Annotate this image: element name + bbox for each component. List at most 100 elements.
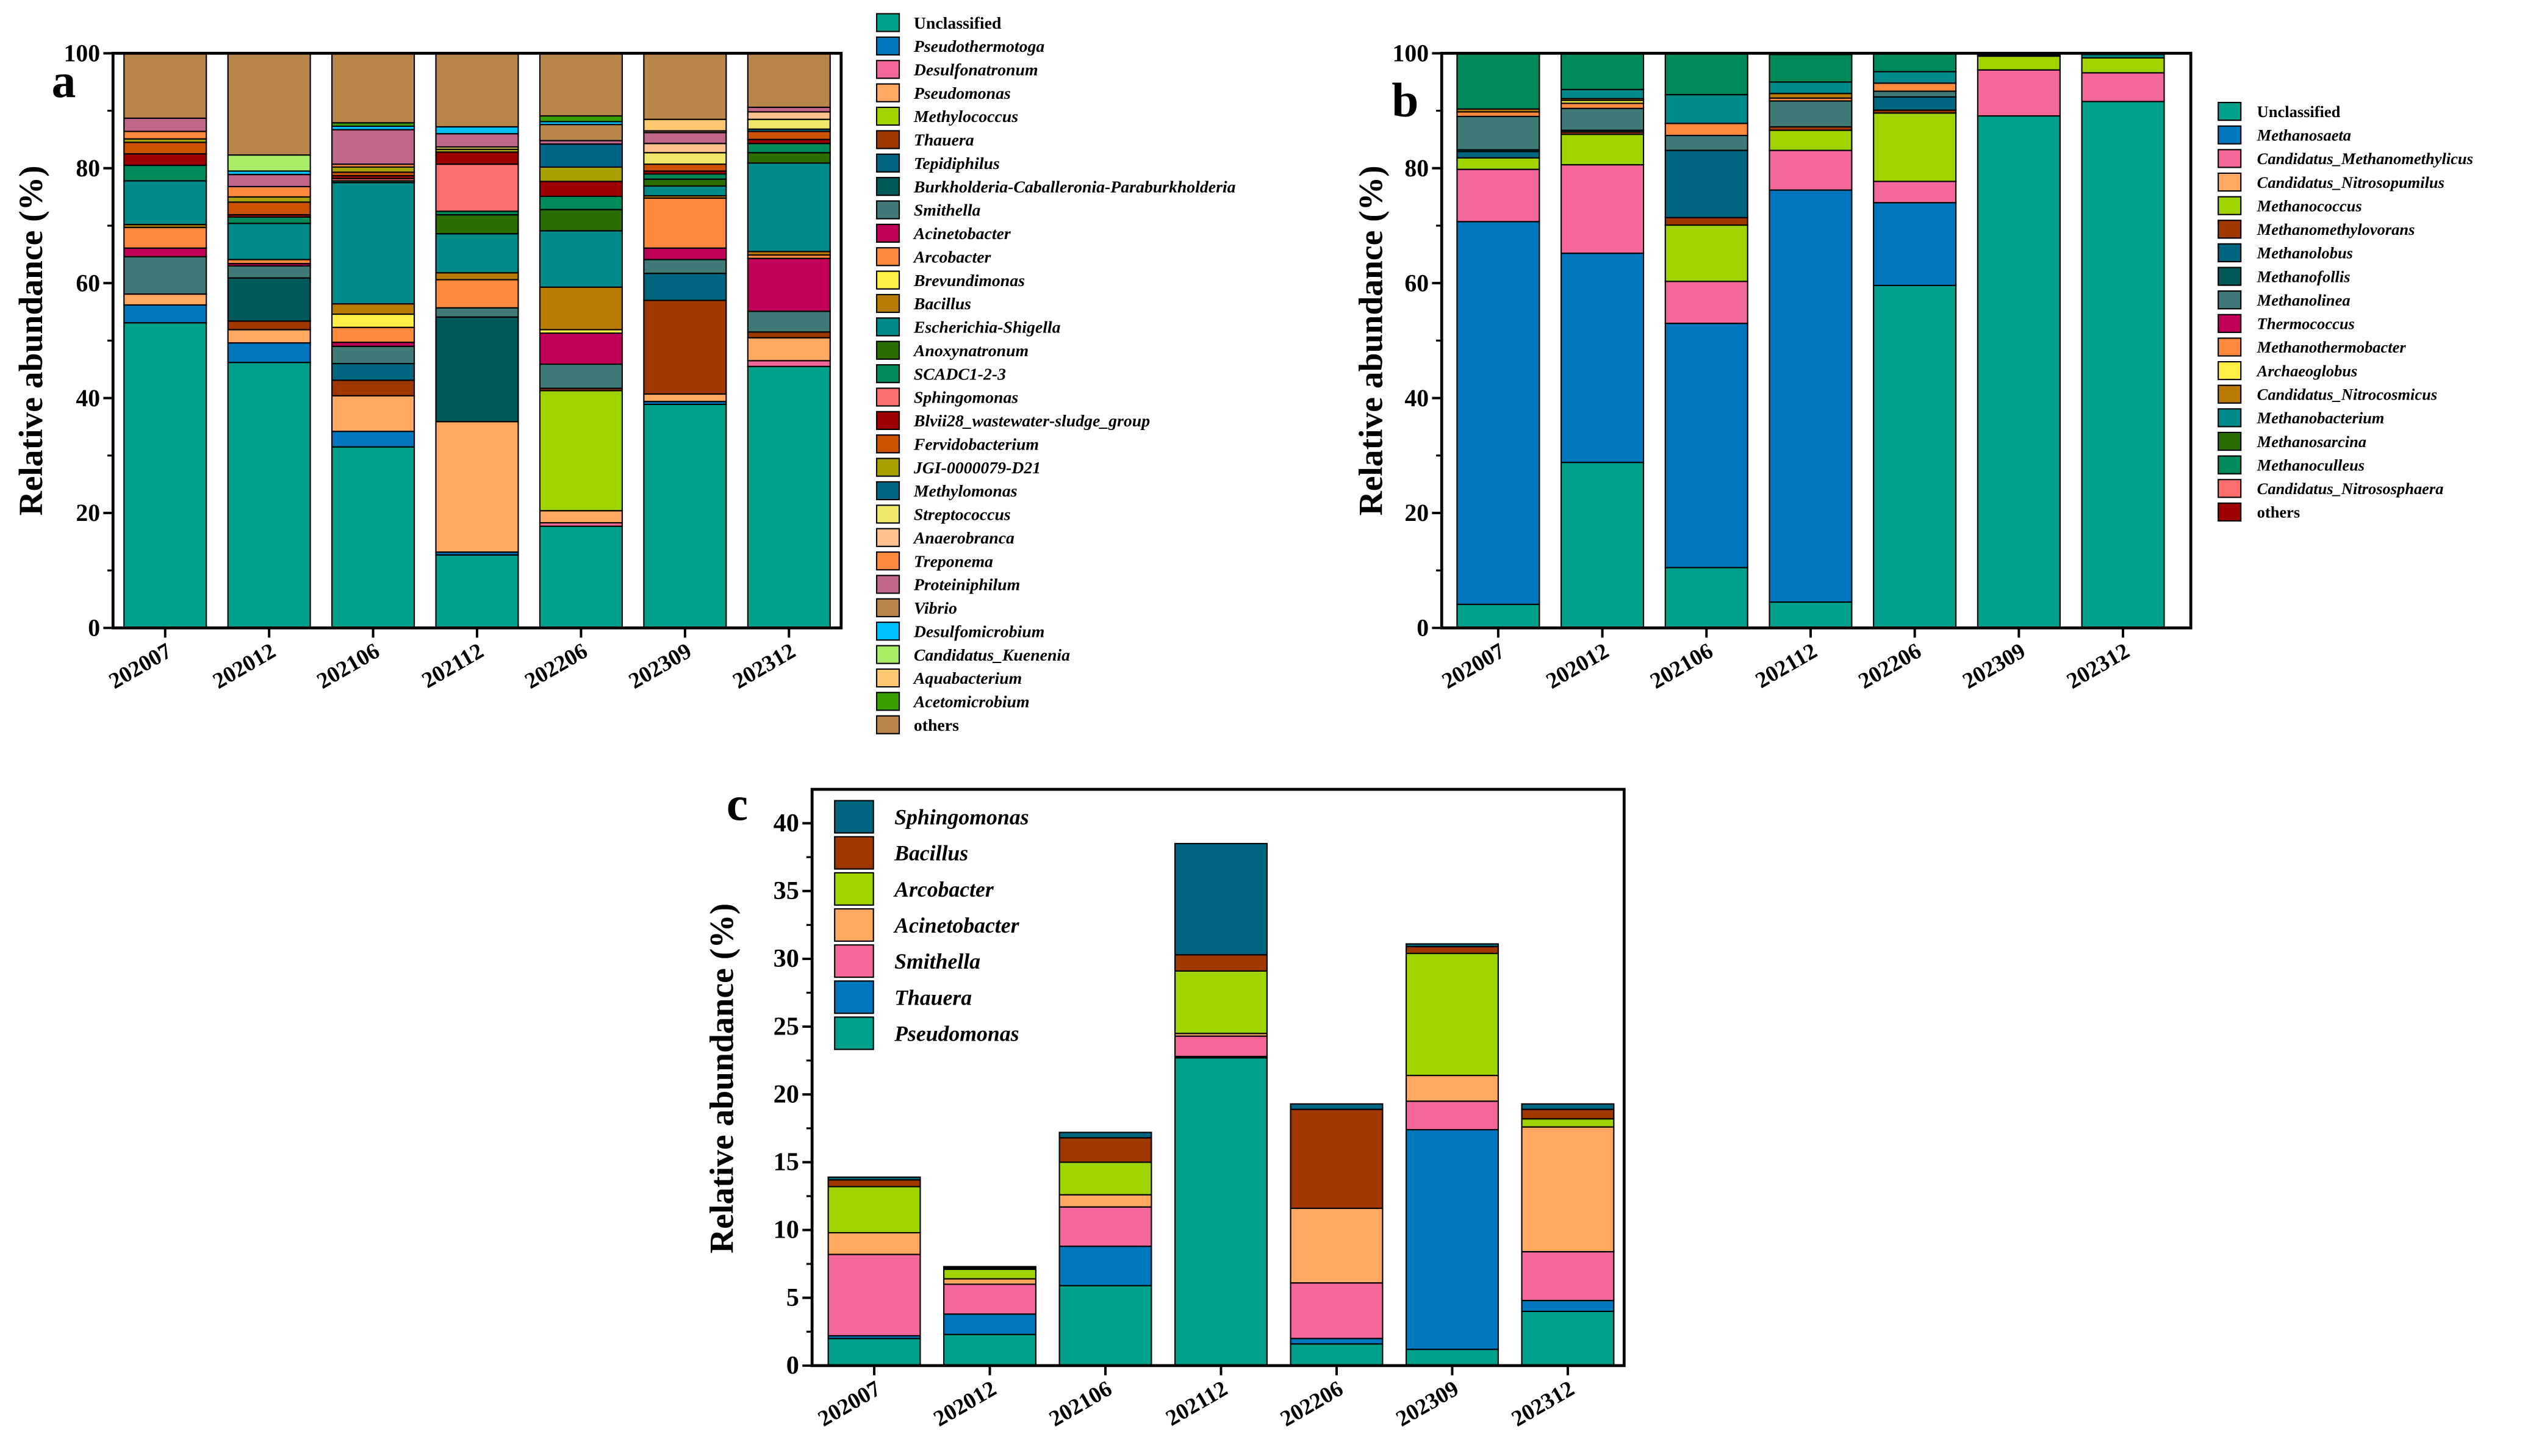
legend-label: Desulfonatronum <box>913 61 1038 80</box>
bar-segment-202312-streptococcus <box>747 118 831 130</box>
y-tick-label: 40 <box>774 809 799 837</box>
legend-swatch <box>875 434 900 454</box>
y-tick-label: 40 <box>76 385 100 412</box>
y-tick-label: 30 <box>774 944 799 973</box>
legend-item: Unclassified <box>875 13 1002 33</box>
bar-segment-202206-unclassified <box>539 525 623 629</box>
bar-segment-202106-pseudomonas <box>331 395 415 432</box>
legend-label: Methanococcus <box>2257 196 2362 215</box>
bar-segment-202112-pseudomonas <box>1174 1057 1268 1366</box>
legend-item: others <box>2218 502 2300 522</box>
bar-segment-202309-sphingomonas <box>1405 943 1499 947</box>
bar-segment-202007-smithella <box>123 256 207 295</box>
bar-segment-202206-pseudomonas <box>1290 1343 1384 1366</box>
y-tick-label: 15 <box>774 1148 799 1177</box>
bar-segment-202206-unclassified <box>1873 284 1957 629</box>
legend-swatch <box>875 106 900 126</box>
legend-label: Sphingomonas <box>894 805 1029 830</box>
panel-label-a: a <box>52 54 76 108</box>
y-tick-label: 60 <box>1404 270 1429 296</box>
bar-segment-202106-methanobacterium <box>1664 94 1748 124</box>
bar-segment-202106-methanococcus <box>1664 224 1748 282</box>
bar-segment-202012-treponema <box>227 185 311 198</box>
legend-swatch <box>2218 360 2242 381</box>
bar-segment-202012-unclassified <box>1561 462 1645 629</box>
legend-item: Methanosarcina <box>2218 431 2366 451</box>
legend-label: Methanofollis <box>2257 267 2351 285</box>
legend-item: Pseudomonas <box>834 1016 1019 1050</box>
bar-segment-202106-methanosaeta <box>1664 323 1748 568</box>
legend-swatch <box>834 1016 874 1050</box>
y-tick-label: 60 <box>76 270 100 296</box>
bar-segment-202312-smithella <box>1521 1251 1615 1302</box>
bar-segment-202312-smithella <box>747 310 831 333</box>
panel-label-c: c <box>727 777 748 831</box>
legend-item: Streptococcus <box>875 504 1011 525</box>
legend-label: Thermococcus <box>2257 315 2355 333</box>
legend-label: Anoxynatronum <box>913 342 1029 360</box>
bar-segment-202106-methanothermobacter <box>1664 123 1748 137</box>
legend-label: Desulfomicrobium <box>913 622 1044 641</box>
legend-swatch <box>875 270 900 290</box>
bar-segment-202309-acinetobacter <box>643 247 727 260</box>
bar-segment-202012-methanosaeta <box>1561 253 1645 464</box>
legend-label: Escherichia-Shigella <box>913 318 1061 337</box>
x-tick-label: 202106 <box>1045 1376 1116 1432</box>
legend-swatch <box>2218 149 2242 168</box>
legend-label: Pseudomonas <box>894 1021 1019 1045</box>
legend-swatch <box>875 504 900 524</box>
bar-segment-202112-candidatus-nitrocosmicus <box>1769 93 1853 99</box>
legend-swatch <box>875 83 900 102</box>
x-tick-label: 202206 <box>520 639 592 694</box>
bar-segment-202112-candidatus-methanomethylicus <box>1769 149 1853 191</box>
legend-label: Smithella <box>914 201 981 220</box>
bar-segment-202312-anoxynatronum <box>747 152 831 164</box>
bar-segment-202007-methanolobus <box>1456 151 1540 159</box>
x-tick-label: 202206 <box>1855 639 1926 694</box>
legend-swatch <box>834 944 874 978</box>
bar-segment-202206-pseudomonas <box>539 510 623 524</box>
bar-segment-202206-methanosaeta <box>1873 202 1957 286</box>
bar-segment-202012-thauera <box>227 320 311 331</box>
legend-item: Acinetobacter <box>834 908 1020 942</box>
legend-label: Methanolinea <box>2257 291 2351 309</box>
legend-label: Blvii28_wastewater-sludge_group <box>913 412 1150 431</box>
bar-segment-202206-acinetobacter <box>539 332 623 365</box>
bar-segment-202309-scadc1-2-3 <box>643 173 727 180</box>
bar-segment-202312-sphingomonas <box>1521 1103 1615 1110</box>
legend-swatch <box>2218 502 2242 522</box>
bar-segment-202312-acinetobacter <box>1521 1126 1615 1253</box>
legend-item: Pseudothermotoga <box>875 36 1044 56</box>
y-tick-label: 5 <box>786 1283 799 1312</box>
legend-item: Escherichia-Shigella <box>875 317 1061 337</box>
legend-label: Burkholderia-Caballeronia-Paraburkholder… <box>913 178 1236 196</box>
legend-label: Methanolobus <box>2257 244 2353 262</box>
legend-label: Vibrio <box>914 599 957 618</box>
bar-segment-202007-others <box>123 52 207 119</box>
legend-swatch <box>875 13 900 32</box>
bar-segment-202112-methanobacterium <box>1769 81 1853 95</box>
bar-segment-202012-pseudomonas <box>943 1333 1037 1366</box>
bar-segment-202206-methanolobus <box>1873 96 1957 111</box>
legend-swatch <box>834 980 874 1014</box>
legend-swatch <box>875 293 900 314</box>
bar-segment-202312-desulfonatronum <box>747 360 831 367</box>
bar-segment-202206-methanococcus <box>1873 112 1957 182</box>
x-tick-label: 202112 <box>418 639 488 694</box>
bar-segment-202312-unclassified <box>2081 101 2165 629</box>
bar-segment-202206-smithella <box>1290 1282 1384 1339</box>
legend-item: Unclassified <box>2218 101 2341 121</box>
legend-swatch <box>2218 337 2242 357</box>
bar-segment-202312-escherichia-shigella <box>747 162 831 253</box>
bar-segment-202206-acetomicrobium <box>539 115 623 123</box>
bar-segment-202012-sphingomonas <box>943 1266 1037 1269</box>
bar-segment-202206-bacillus <box>1290 1108 1384 1210</box>
chart-a: 202007 202012 202106 202112 202206 202309 2023… <box>64 13 1236 735</box>
bar-segment-202309-smithella <box>643 259 727 274</box>
bar-segment-202007-sphingomonas <box>827 1176 921 1181</box>
bar-segment-202309-arcobacter <box>1405 952 1499 1077</box>
y-axis-title-b: Relative abundance (%) <box>1352 165 1390 515</box>
y-tick-label: 20 <box>76 500 100 526</box>
legend-item: Desulfonatronum <box>875 60 1038 80</box>
legend-item: Methanothermobacter <box>2218 337 2406 357</box>
